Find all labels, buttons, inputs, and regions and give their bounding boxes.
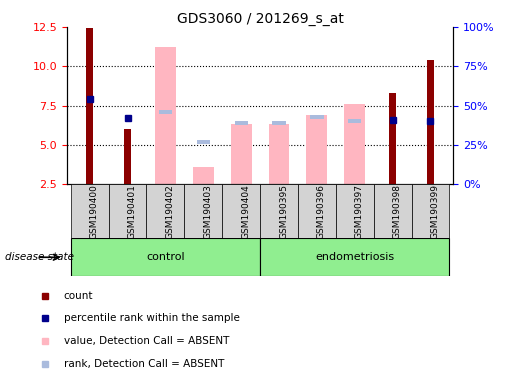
- Bar: [109, 184, 146, 238]
- Bar: [146, 184, 184, 238]
- Text: GSM190401: GSM190401: [128, 184, 136, 238]
- Bar: [159, 110, 172, 114]
- Bar: [374, 184, 411, 238]
- Bar: [427, 60, 434, 184]
- Text: GSM190397: GSM190397: [355, 184, 364, 239]
- Bar: [197, 140, 210, 144]
- Bar: [336, 184, 374, 238]
- Bar: [345, 104, 365, 184]
- Text: disease state: disease state: [5, 252, 74, 262]
- Text: value, Detection Call = ABSENT: value, Detection Call = ABSENT: [64, 336, 229, 346]
- Bar: [234, 121, 248, 125]
- Text: GSM190400: GSM190400: [90, 184, 99, 238]
- Bar: [184, 184, 222, 238]
- Text: GSM190398: GSM190398: [392, 184, 402, 239]
- Bar: [260, 184, 298, 238]
- Bar: [71, 184, 109, 238]
- Bar: [193, 167, 214, 184]
- Bar: [310, 114, 323, 119]
- Text: rank, Detection Call = ABSENT: rank, Detection Call = ABSENT: [64, 359, 224, 369]
- Text: GSM190399: GSM190399: [431, 184, 439, 239]
- Text: count: count: [64, 291, 93, 301]
- Bar: [269, 124, 289, 184]
- Text: control: control: [146, 252, 185, 262]
- Text: GSM190403: GSM190403: [203, 184, 212, 238]
- Text: GSM190396: GSM190396: [317, 184, 326, 239]
- Bar: [298, 184, 336, 238]
- Text: GSM190404: GSM190404: [241, 184, 250, 238]
- Bar: [71, 238, 260, 276]
- Text: GSM190395: GSM190395: [279, 184, 288, 239]
- Bar: [272, 121, 286, 125]
- Bar: [389, 93, 397, 184]
- Bar: [306, 115, 328, 184]
- Bar: [155, 47, 176, 184]
- Bar: [348, 119, 362, 123]
- Text: GSM190402: GSM190402: [165, 184, 175, 238]
- Bar: [86, 28, 93, 184]
- Bar: [260, 238, 450, 276]
- Bar: [124, 129, 131, 184]
- Bar: [222, 184, 260, 238]
- Bar: [411, 184, 450, 238]
- Text: percentile rank within the sample: percentile rank within the sample: [64, 313, 239, 323]
- Bar: [231, 124, 251, 184]
- Text: endometriosis: endometriosis: [315, 252, 394, 262]
- Title: GDS3060 / 201269_s_at: GDS3060 / 201269_s_at: [177, 12, 344, 26]
